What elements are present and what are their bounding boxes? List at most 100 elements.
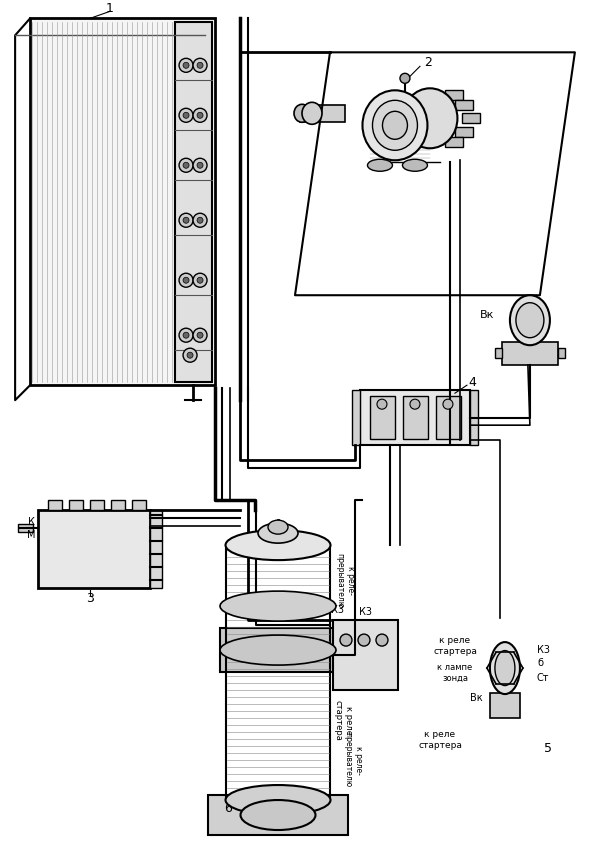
Ellipse shape bbox=[367, 159, 392, 171]
Text: к реле
стартера: к реле стартера bbox=[433, 636, 477, 656]
Bar bbox=[111, 500, 125, 510]
Bar bbox=[175, 22, 212, 382]
Text: к реле-
прерывателю: к реле- прерывателю bbox=[335, 553, 355, 608]
Circle shape bbox=[183, 277, 189, 283]
Circle shape bbox=[197, 217, 203, 223]
Circle shape bbox=[376, 634, 388, 646]
Bar bbox=[132, 500, 146, 510]
Bar bbox=[150, 510, 162, 588]
Ellipse shape bbox=[403, 159, 427, 171]
Bar bbox=[462, 114, 480, 123]
Circle shape bbox=[197, 332, 203, 338]
Ellipse shape bbox=[258, 523, 298, 543]
Circle shape bbox=[179, 328, 193, 342]
Text: к реле-
прерывателю: к реле- прерывателю bbox=[343, 733, 362, 788]
Text: к лампе
зонда: к лампе зонда bbox=[437, 663, 473, 683]
Text: к реле
стартера: к реле стартера bbox=[333, 700, 353, 740]
Circle shape bbox=[183, 112, 189, 118]
Text: 6: 6 bbox=[224, 802, 232, 815]
Ellipse shape bbox=[268, 520, 288, 534]
Bar bbox=[455, 100, 473, 110]
Bar bbox=[69, 500, 83, 510]
Bar bbox=[445, 137, 463, 147]
Ellipse shape bbox=[495, 651, 515, 685]
Circle shape bbox=[179, 59, 193, 72]
Bar bbox=[38, 510, 150, 588]
Circle shape bbox=[179, 214, 193, 227]
Circle shape bbox=[183, 348, 197, 362]
Bar bbox=[208, 795, 348, 835]
Circle shape bbox=[193, 214, 207, 227]
Text: М: М bbox=[26, 530, 35, 540]
Bar bbox=[370, 396, 395, 439]
Ellipse shape bbox=[362, 90, 427, 160]
Ellipse shape bbox=[516, 303, 544, 338]
Text: Ст: Ст bbox=[537, 673, 550, 683]
Bar bbox=[470, 390, 478, 445]
Bar bbox=[220, 628, 336, 672]
Bar bbox=[333, 620, 398, 690]
Ellipse shape bbox=[226, 530, 331, 561]
Circle shape bbox=[197, 277, 203, 283]
Circle shape bbox=[193, 108, 207, 122]
Bar bbox=[48, 500, 62, 510]
Ellipse shape bbox=[382, 111, 407, 139]
Circle shape bbox=[193, 59, 207, 72]
Text: 3: 3 bbox=[86, 592, 94, 604]
Bar bbox=[360, 390, 470, 445]
Bar bbox=[352, 390, 360, 445]
Bar bbox=[502, 342, 558, 365]
Ellipse shape bbox=[220, 635, 336, 665]
Ellipse shape bbox=[294, 104, 310, 122]
Circle shape bbox=[377, 400, 387, 409]
Ellipse shape bbox=[510, 295, 550, 345]
Text: К: К bbox=[28, 517, 35, 527]
Bar bbox=[18, 524, 33, 532]
Bar bbox=[558, 348, 565, 358]
Text: К3: К3 bbox=[537, 645, 550, 655]
Text: б: б bbox=[537, 658, 543, 668]
Circle shape bbox=[197, 162, 203, 168]
Text: Вк: Вк bbox=[470, 693, 482, 703]
Circle shape bbox=[358, 634, 370, 646]
Text: 4: 4 bbox=[468, 375, 476, 388]
Circle shape bbox=[443, 400, 453, 409]
Circle shape bbox=[197, 62, 203, 68]
Circle shape bbox=[183, 62, 189, 68]
Circle shape bbox=[197, 112, 203, 118]
Circle shape bbox=[193, 158, 207, 172]
Text: 5: 5 bbox=[544, 741, 552, 754]
Ellipse shape bbox=[302, 102, 322, 124]
Bar bbox=[495, 348, 502, 358]
Bar bbox=[300, 105, 345, 122]
Text: 2: 2 bbox=[424, 56, 432, 69]
Bar bbox=[403, 396, 428, 439]
Circle shape bbox=[340, 634, 352, 646]
Ellipse shape bbox=[241, 800, 316, 830]
Bar bbox=[90, 500, 104, 510]
Circle shape bbox=[179, 158, 193, 172]
Bar bbox=[455, 127, 473, 137]
Bar bbox=[490, 693, 520, 718]
Ellipse shape bbox=[220, 592, 336, 621]
Circle shape bbox=[193, 328, 207, 342]
Text: К3: К3 bbox=[331, 605, 344, 615]
Ellipse shape bbox=[373, 100, 418, 151]
Bar bbox=[445, 90, 463, 100]
Ellipse shape bbox=[490, 642, 520, 694]
Circle shape bbox=[400, 73, 410, 84]
Circle shape bbox=[183, 162, 189, 168]
Text: К3: К3 bbox=[359, 607, 373, 617]
Ellipse shape bbox=[226, 785, 331, 815]
Text: 1: 1 bbox=[106, 2, 114, 15]
Bar bbox=[30, 18, 215, 385]
Circle shape bbox=[187, 352, 193, 358]
Circle shape bbox=[183, 332, 189, 338]
Bar bbox=[436, 396, 461, 439]
Circle shape bbox=[183, 217, 189, 223]
Circle shape bbox=[179, 273, 193, 288]
Circle shape bbox=[410, 400, 420, 409]
Text: Вк: Вк bbox=[480, 310, 494, 320]
Circle shape bbox=[179, 108, 193, 122]
Circle shape bbox=[193, 273, 207, 288]
